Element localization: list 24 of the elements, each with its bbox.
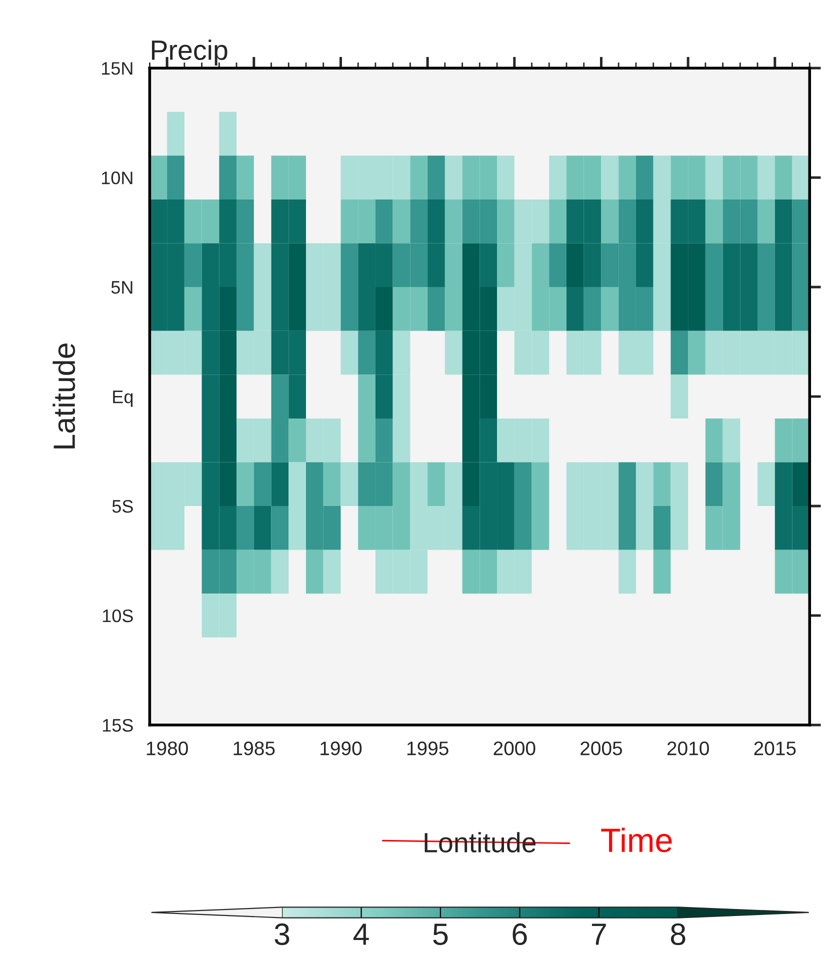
x-tick-label: 1985 — [234, 741, 275, 756]
y-tick-label: Eq — [113, 390, 133, 407]
y-tick-label: 15S — [102, 718, 133, 732]
color-bar-label: 3 — [274, 923, 290, 946]
y-tick-label: 5N — [111, 281, 132, 294]
y-axis-title: Latitude — [52, 344, 76, 448]
y-tick-label: 10N — [102, 172, 132, 184]
y-tick-label: 15N — [102, 62, 132, 75]
chart-title: Precip — [152, 40, 228, 66]
color-bar-label: 4 — [353, 924, 369, 945]
color-bar-label: 6 — [512, 923, 527, 946]
x-tick-label: 2015 — [754, 741, 796, 756]
text: Time — [601, 828, 672, 852]
x-tick-label: 1995 — [407, 741, 448, 756]
x-tick-label: 2000 — [494, 741, 536, 756]
y-tick-label: 10S — [102, 609, 133, 622]
color-bar-label: 7 — [592, 924, 606, 945]
y-tick-label: 5S — [112, 500, 133, 513]
x-tick-label: 1980 — [146, 741, 188, 756]
x-tick-label: 2005 — [580, 741, 622, 756]
x-tick-label: 1990 — [320, 741, 362, 756]
color-bar-label: 5 — [433, 924, 448, 946]
color-bar-label: 8 — [670, 923, 686, 946]
x-tick-label: 2010 — [667, 741, 709, 756]
